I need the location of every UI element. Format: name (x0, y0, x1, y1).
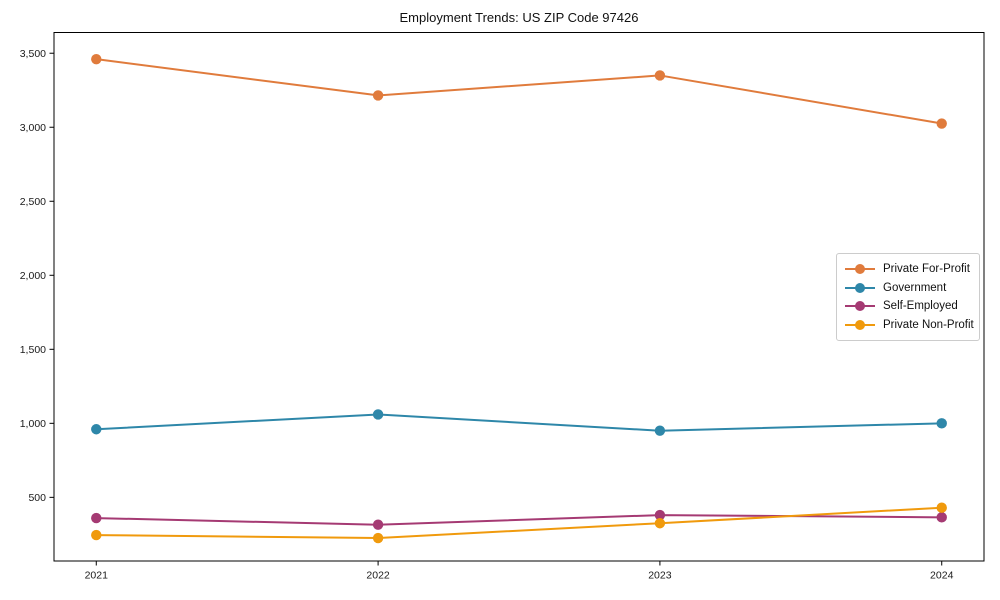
legend-item-private-for-profit: Private For-Profit (845, 260, 971, 278)
legend-label: Private Non-Profit (883, 318, 974, 331)
chart-title: Employment Trends: US ZIP Code 97426 (399, 10, 639, 25)
data-point-government (654, 425, 666, 436)
data-point-private-for-profit (654, 70, 666, 81)
series-line-private-non-profit (95, 506, 943, 540)
series-line-government (95, 413, 943, 432)
y-tick-label: 2,000 (20, 270, 46, 282)
data-point-self-employed (654, 509, 666, 521)
legend-label: Government (883, 281, 947, 294)
y-tick-label: 500 (28, 492, 46, 504)
data-point-private-for-profit (372, 90, 384, 101)
legend-marker-icon (845, 301, 875, 312)
data-point-self-employed (91, 512, 102, 524)
data-point-self-employed (936, 512, 947, 523)
legend-item-private-non-profit: Private Non-Profit (845, 316, 974, 334)
legend-marker-icon (845, 319, 875, 330)
data-point-private-non-profit (372, 532, 384, 544)
x-tick-label: 2024 (930, 570, 954, 582)
data-point-private-non-profit (91, 529, 102, 541)
data-point-government (91, 424, 102, 435)
y-tick-label: 3,000 (20, 122, 46, 134)
legend-marker-icon (845, 282, 875, 293)
plot-border (53, 32, 985, 562)
y-tick-label: 3,500 (20, 48, 46, 60)
legend: Private For-Profit Government Self-Emplo… (836, 253, 980, 341)
x-tick-label: 2022 (366, 570, 390, 582)
x-tick-label: 2021 (85, 570, 109, 582)
data-point-government (936, 418, 947, 429)
y-tick-label: 1,000 (20, 418, 46, 430)
data-point-private-non-profit (936, 502, 947, 513)
x-tick-label: 2023 (648, 570, 672, 582)
data-point-private-for-profit (936, 118, 947, 129)
data-point-private-for-profit (91, 53, 102, 65)
series-line-private-for-profit (95, 58, 943, 125)
legend-label: Private For-Profit (883, 263, 970, 275)
y-tick-label: 2,500 (20, 196, 46, 208)
legend-item-self-employed: Self-Employed (845, 297, 971, 315)
data-point-government (372, 409, 384, 420)
y-tick-label: 1,500 (20, 344, 46, 356)
data-point-private-non-profit (654, 518, 666, 529)
legend-label: Self-Employed (883, 300, 958, 313)
data-point-self-employed (372, 519, 384, 530)
legend-marker-icon (845, 264, 875, 274)
legend-item-government: Government (845, 279, 971, 297)
